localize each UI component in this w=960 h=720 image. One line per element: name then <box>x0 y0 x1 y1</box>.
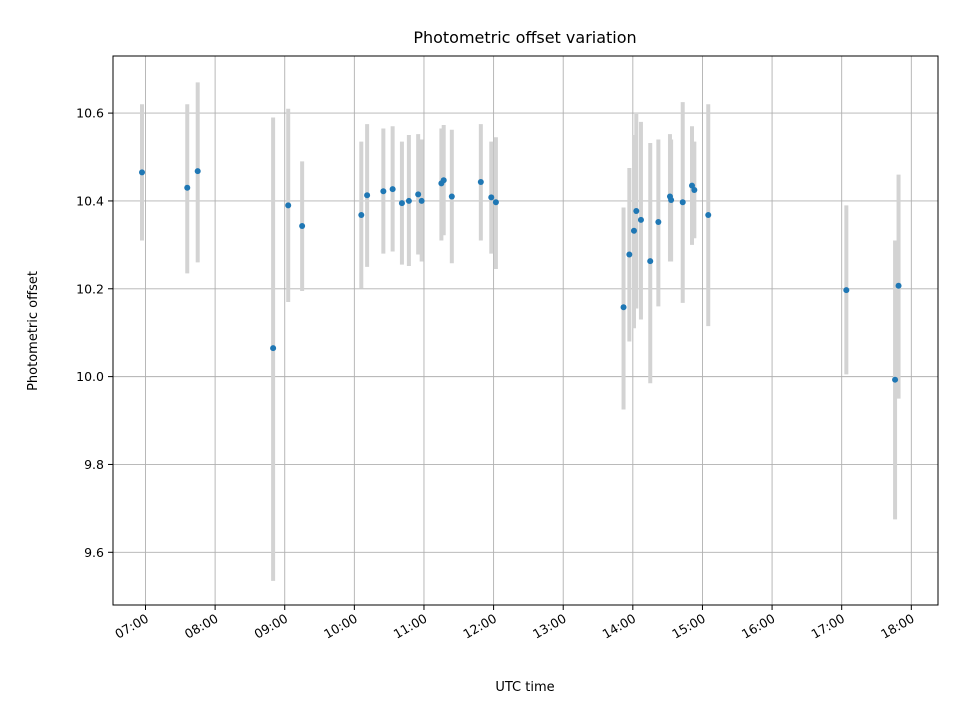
data-point <box>689 182 696 189</box>
data-point <box>364 192 371 199</box>
data-point <box>655 219 662 226</box>
data-point <box>679 199 686 206</box>
data-point <box>440 177 447 184</box>
data-point <box>418 197 425 204</box>
data-point <box>194 168 201 175</box>
data-point <box>637 216 644 223</box>
data-point <box>892 376 899 383</box>
data-point <box>477 179 484 186</box>
data-point <box>448 193 455 200</box>
y-tick-label: 10.6 <box>76 106 104 121</box>
point-layer <box>139 168 902 383</box>
data-point <box>630 227 637 234</box>
y-tick-label: 10.4 <box>76 193 104 208</box>
y-tick-label: 9.8 <box>84 457 104 472</box>
data-point <box>843 287 850 294</box>
data-point <box>488 194 495 201</box>
data-point <box>139 169 146 176</box>
data-point <box>389 186 396 193</box>
data-point <box>358 211 365 218</box>
x-axis-label: UTC time <box>495 680 554 695</box>
y-axis-ticks: 9.6 9.8 10.0 10.2 10.4 10.6 <box>76 106 113 560</box>
data-point <box>398 200 405 207</box>
data-point <box>691 186 698 193</box>
data-point <box>668 197 675 204</box>
data-point <box>380 188 387 195</box>
plot-frame <box>112 55 939 606</box>
data-point <box>620 304 627 311</box>
data-point <box>285 202 292 209</box>
data-point <box>626 251 633 258</box>
chart-title: Photometric offset variation <box>413 28 636 47</box>
y-tick-label: 9.6 <box>84 545 104 560</box>
data-point <box>299 222 306 229</box>
data-point <box>492 199 499 206</box>
data-point <box>895 282 902 289</box>
y-tick-label: 10.0 <box>76 369 104 384</box>
data-point <box>633 208 640 215</box>
y-tick-label: 10.2 <box>76 281 104 296</box>
data-point <box>184 184 191 191</box>
data-point <box>647 258 654 265</box>
data-point <box>405 197 412 204</box>
y-axis-label: Photometric offset <box>26 271 41 391</box>
data-point <box>705 211 712 218</box>
data-point <box>415 191 422 198</box>
data-point <box>270 345 277 352</box>
